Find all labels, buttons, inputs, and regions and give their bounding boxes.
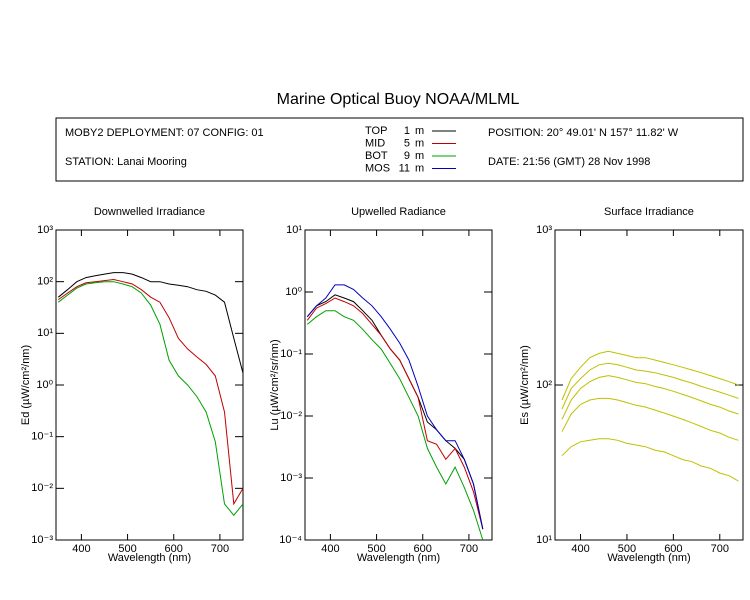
y-tick-label: 10⁻¹ xyxy=(31,431,53,443)
chart-title: Upwelled Radiance xyxy=(351,206,446,218)
x-tick-label: 600 xyxy=(664,543,682,555)
y-axis-label: Ed (µW/cm²/nm) xyxy=(20,345,32,425)
plot-frame xyxy=(304,229,493,541)
y-tick-label: 10² xyxy=(536,379,552,391)
x-axis-label: Wavelength (nm) xyxy=(607,552,690,564)
spectrum-line xyxy=(561,362,739,410)
spectrum-line xyxy=(561,438,739,482)
deployment: MOBY2 DEPLOYMENT: 07 CONFIG: 01 xyxy=(65,127,264,139)
x-tick-label: 700 xyxy=(211,543,229,555)
x-axis-label: Wavelength (nm) xyxy=(357,552,440,564)
header-box xyxy=(55,117,744,182)
x-tick-label: 700 xyxy=(460,543,478,555)
y-axis-label: Lu (µW/cm²/sr/nm) xyxy=(269,339,281,430)
y-tick-label: 10⁻³ xyxy=(31,534,53,546)
spectrum-line xyxy=(561,350,739,401)
y-tick-label: 10⁰ xyxy=(285,286,302,298)
legend-depth: 1 xyxy=(404,125,410,137)
y-tick-label: 10¹ xyxy=(37,327,53,339)
legend-unit: m xyxy=(415,162,424,174)
legend-depth: 11 xyxy=(399,162,410,174)
y-tick-label: 10⁰ xyxy=(36,379,53,391)
y-tick-label: 10³ xyxy=(37,224,53,236)
x-tick-label: 700 xyxy=(711,543,729,555)
y-tick-label: 10¹ xyxy=(286,224,302,236)
x-tick-label: 400 xyxy=(571,543,589,555)
y-axis-label: Es (µW/cm²/nm) xyxy=(519,345,531,425)
legend-unit: m xyxy=(415,137,424,149)
spectrum-line xyxy=(306,294,484,530)
chart-title: Surface Irradiance xyxy=(604,206,694,218)
y-tick-label: 10² xyxy=(37,276,53,288)
spectrum-line xyxy=(57,272,244,374)
x-tick-label: 500 xyxy=(367,543,385,555)
spectrum-line xyxy=(561,397,739,441)
y-tick-label: 10⁻² xyxy=(280,410,302,422)
y-tick-label: 10³ xyxy=(536,224,552,236)
x-tick-label: 600 xyxy=(414,543,432,555)
x-tick-label: 400 xyxy=(72,543,90,555)
legend-depth: 9 xyxy=(404,150,410,162)
spectrum-line xyxy=(57,281,244,517)
legend-name: MOS xyxy=(365,162,390,174)
x-tick-label: 600 xyxy=(165,543,183,555)
y-tick-label: 10⁻¹ xyxy=(280,348,302,360)
y-tick-label: 10¹ xyxy=(536,534,552,546)
page-title: Marine Optical Buoy NOAA/MLML xyxy=(277,91,520,108)
x-tick-label: 400 xyxy=(321,543,339,555)
y-tick-label: 10⁻³ xyxy=(280,472,302,484)
spectrum-line xyxy=(561,375,739,420)
plot-frame xyxy=(55,229,244,541)
x-axis-label: Wavelength (nm) xyxy=(108,552,191,564)
x-tick-label: 500 xyxy=(618,543,636,555)
spectrum-line xyxy=(306,284,484,530)
y-tick-label: 10⁻² xyxy=(31,482,53,494)
legend-name: TOP xyxy=(365,125,387,137)
x-tick-label: 500 xyxy=(118,543,136,555)
spectrum-line xyxy=(58,278,244,506)
legend-name: MID xyxy=(365,137,385,149)
chart-title: Downwelled Irradiance xyxy=(94,206,205,218)
spectrum-line xyxy=(306,297,484,530)
date: DATE: 21:56 (GMT) 28 Nov 1998 xyxy=(488,156,650,168)
legend-name: BOT xyxy=(365,150,388,162)
legend-unit: m xyxy=(415,125,424,137)
position: POSITION: 20° 49.01' N 157° 11.82' W xyxy=(488,127,679,139)
station: STATION: Lanai Mooring xyxy=(65,156,187,168)
legend-unit: m xyxy=(415,150,424,162)
spectrum-line xyxy=(306,310,484,541)
legend-depth: 5 xyxy=(404,137,410,149)
y-tick-label: 10⁻⁴ xyxy=(279,534,302,546)
